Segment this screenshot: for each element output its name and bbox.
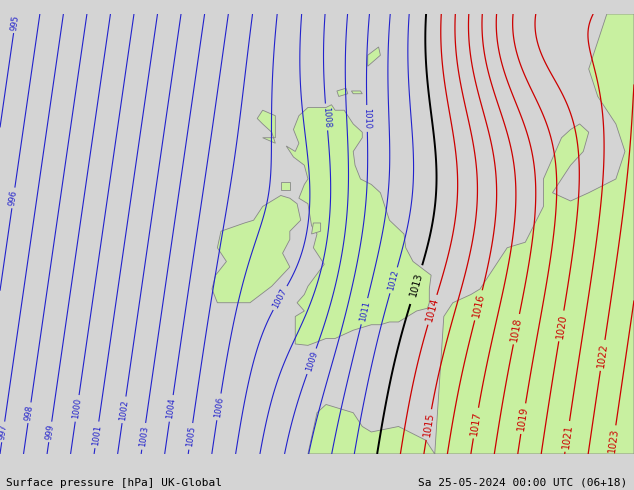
Text: 1023: 1023 xyxy=(607,428,620,454)
Polygon shape xyxy=(311,223,321,234)
Text: 1014: 1014 xyxy=(424,296,441,323)
Text: Sa 25-05-2024 00:00 UTC (06+18): Sa 25-05-2024 00:00 UTC (06+18) xyxy=(418,478,628,488)
Text: 995: 995 xyxy=(10,14,20,31)
Text: 1003: 1003 xyxy=(138,425,150,447)
Text: 1009: 1009 xyxy=(304,350,319,372)
Text: 1011: 1011 xyxy=(358,300,371,322)
Text: 1018: 1018 xyxy=(509,316,524,342)
Text: 1016: 1016 xyxy=(471,293,486,318)
Text: 1019: 1019 xyxy=(517,406,530,432)
Text: 996: 996 xyxy=(8,190,19,206)
Text: 1008: 1008 xyxy=(321,106,332,128)
Text: 1001: 1001 xyxy=(91,424,103,446)
Text: 1013: 1013 xyxy=(408,271,424,298)
Text: 1012: 1012 xyxy=(387,269,401,292)
Text: 1015: 1015 xyxy=(422,412,436,438)
Text: 1020: 1020 xyxy=(555,313,568,339)
Text: 999: 999 xyxy=(45,423,56,441)
Text: 1004: 1004 xyxy=(165,397,177,419)
Polygon shape xyxy=(337,88,348,97)
Text: 1007: 1007 xyxy=(271,287,289,310)
Text: 1017: 1017 xyxy=(469,410,482,436)
Text: Surface pressure [hPa] UK-Global: Surface pressure [hPa] UK-Global xyxy=(6,478,223,488)
Polygon shape xyxy=(351,91,362,94)
Polygon shape xyxy=(368,47,380,66)
Text: 1005: 1005 xyxy=(185,425,197,447)
Text: 998: 998 xyxy=(24,404,35,421)
Polygon shape xyxy=(257,110,275,143)
Text: 997: 997 xyxy=(0,423,9,441)
Text: 1022: 1022 xyxy=(596,343,609,368)
Polygon shape xyxy=(281,182,290,190)
Polygon shape xyxy=(212,196,301,303)
Polygon shape xyxy=(286,105,431,345)
Text: 1006: 1006 xyxy=(213,396,225,418)
Text: 1000: 1000 xyxy=(72,397,83,419)
Text: 1021: 1021 xyxy=(560,423,574,449)
Polygon shape xyxy=(308,14,634,454)
Text: 1010: 1010 xyxy=(362,108,372,129)
Text: 1002: 1002 xyxy=(118,399,130,421)
